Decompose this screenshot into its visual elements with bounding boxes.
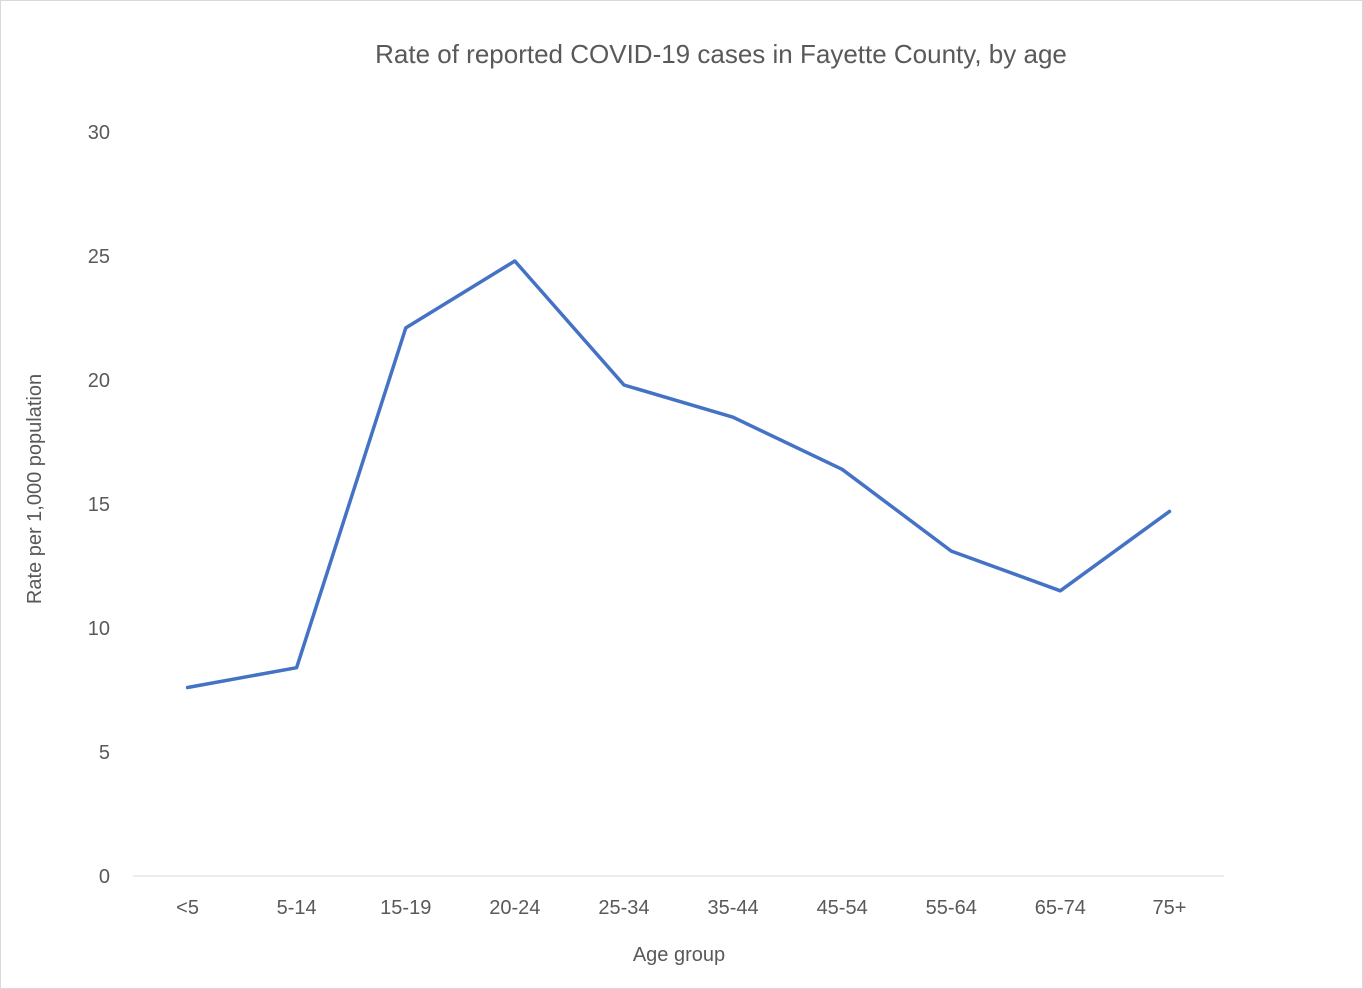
x-tick-label: 75+ xyxy=(1152,897,1186,919)
x-tick-label: 20-24 xyxy=(489,897,540,919)
y-axis-ticks: 0 5 10 15 20 25 30 xyxy=(88,122,110,888)
x-tick-label: 55-64 xyxy=(926,897,977,919)
series-line xyxy=(185,259,1172,690)
y-axis-title: Rate per 1,000 population xyxy=(24,374,46,604)
x-axis-title: Age group xyxy=(633,944,725,966)
x-tick-label: 65-74 xyxy=(1035,897,1086,919)
x-tick-label: <5 xyxy=(176,897,199,919)
x-tick-label: 5-14 xyxy=(277,897,317,919)
y-tick-label: 15 xyxy=(88,494,110,516)
y-tick-label: 25 xyxy=(88,246,110,268)
chart-title: Rate of reported COVID-19 cases in Fayet… xyxy=(375,39,1067,69)
x-tick-label: 45-54 xyxy=(817,897,868,919)
y-tick-label: 0 xyxy=(99,866,110,888)
x-tick-label: 25-34 xyxy=(598,897,649,919)
x-axis-ticks: <5 5-14 15-19 20-24 25-34 35-44 45-54 55-64 65-7… xyxy=(176,897,1186,919)
y-tick-label: 30 xyxy=(88,122,110,144)
x-tick-label: 15-19 xyxy=(380,897,431,919)
y-tick-label: 10 xyxy=(88,618,110,640)
y-tick-label: 20 xyxy=(88,370,110,392)
x-tick-label: 35-44 xyxy=(707,897,758,919)
y-tick-label: 5 xyxy=(99,742,110,764)
